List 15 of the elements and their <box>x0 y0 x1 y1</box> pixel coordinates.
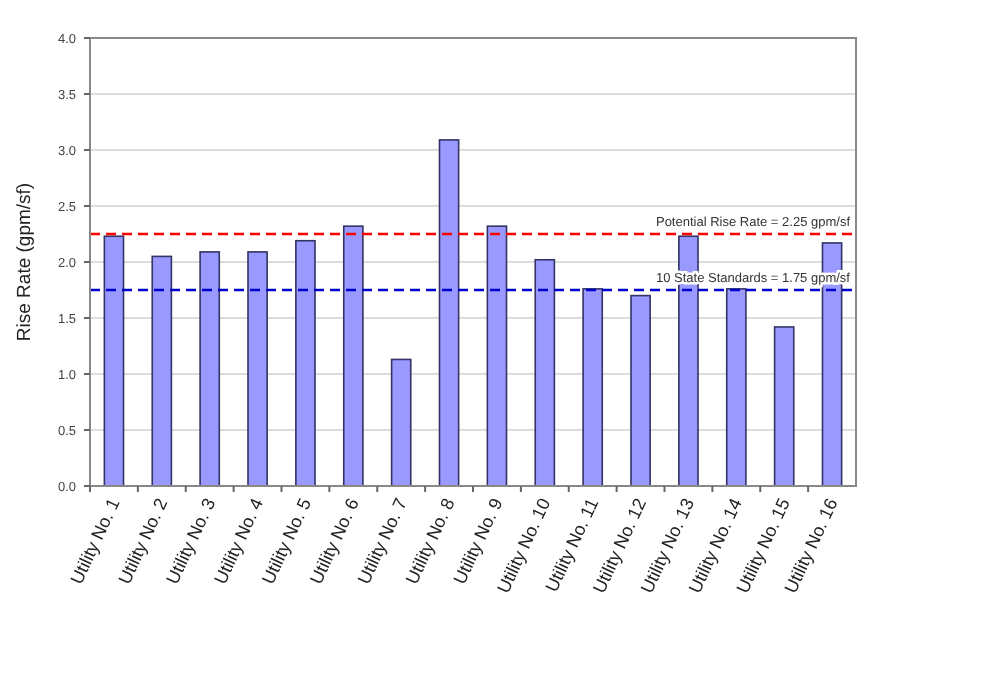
bar <box>582 288 604 487</box>
bar <box>630 294 651 487</box>
bar <box>390 358 412 487</box>
bar <box>247 251 268 487</box>
bar <box>103 235 125 487</box>
bar <box>151 255 173 487</box>
y-axis-title: Rise Rate (gpm/sf) <box>14 182 36 342</box>
bar <box>199 251 221 487</box>
bar <box>534 258 556 487</box>
bar <box>486 225 508 487</box>
bar <box>295 239 316 487</box>
bar <box>438 139 460 487</box>
bar <box>342 225 364 487</box>
bar <box>773 326 795 487</box>
bar <box>725 288 747 487</box>
